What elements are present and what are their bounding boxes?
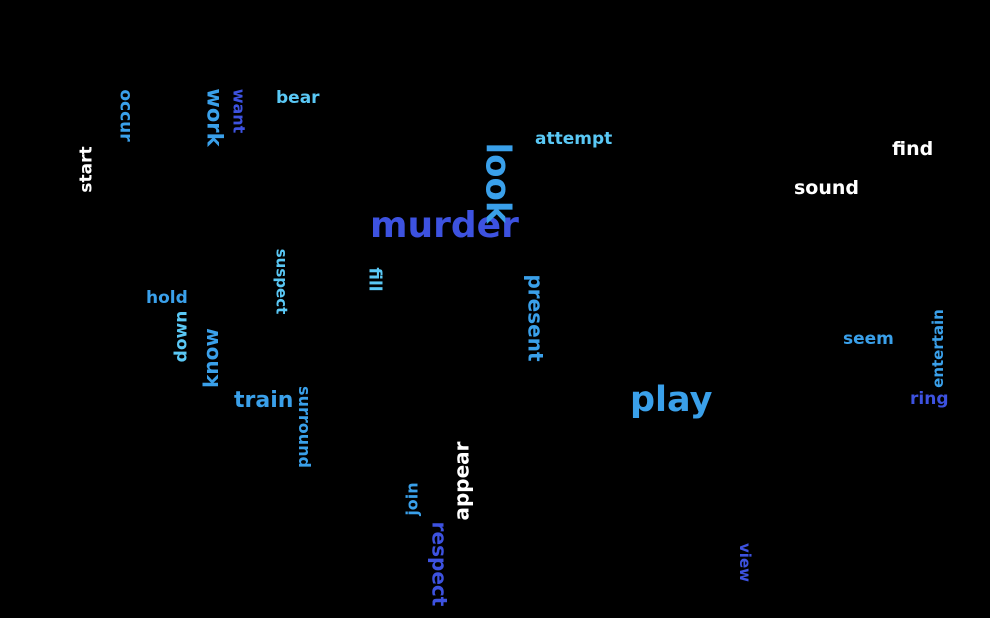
word-join: join: [402, 482, 422, 516]
word-murder: murder: [370, 205, 519, 246]
word-attempt: attempt: [535, 129, 613, 149]
word-play: play: [630, 380, 713, 420]
word-seem: seem: [843, 329, 894, 349]
word-fill: fill: [364, 266, 385, 292]
word-ring: ring: [910, 389, 949, 409]
word-respect: respect: [426, 521, 451, 607]
word-surround: surround: [294, 386, 314, 468]
word-sound: sound: [794, 177, 860, 199]
word-want: want: [228, 88, 248, 134]
word-bear: bear: [276, 88, 320, 108]
word-train: train: [234, 388, 294, 413]
word-down: down: [171, 310, 192, 362]
word-start: start: [76, 145, 97, 193]
word-present: present: [523, 274, 548, 362]
word-appear: appear: [449, 441, 474, 521]
word-hold: hold: [146, 288, 188, 308]
word-suspect: suspect: [272, 248, 291, 314]
word-find: find: [892, 138, 934, 160]
word-occur: occur: [115, 88, 136, 142]
word-view: view: [735, 542, 754, 582]
word-entertain: entertain: [928, 308, 947, 388]
word-work: work: [202, 87, 227, 147]
word-look: look: [476, 142, 517, 224]
word-know: know: [198, 328, 223, 388]
